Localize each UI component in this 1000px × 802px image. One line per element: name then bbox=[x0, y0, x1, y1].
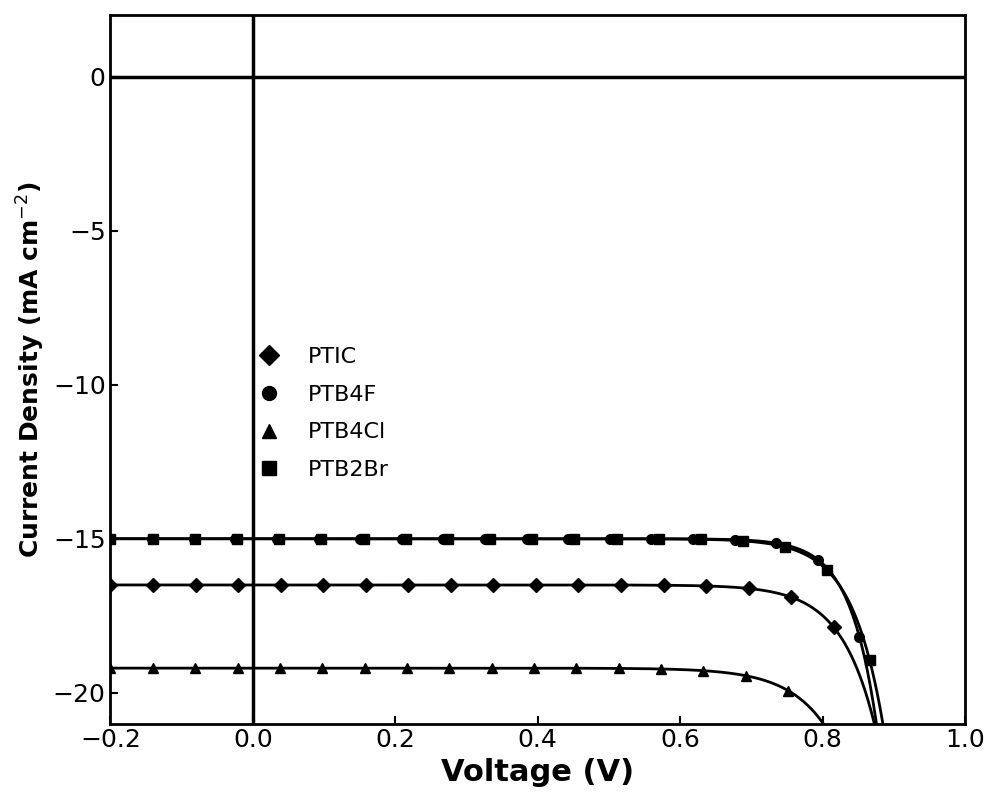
PTIC bbox=[402, 580, 414, 589]
Y-axis label: Current Density (mA cm$^{-2}$): Current Density (mA cm$^{-2}$) bbox=[15, 181, 47, 557]
PTB4Cl bbox=[104, 663, 116, 673]
PTB2Br bbox=[189, 534, 201, 544]
PTB4Cl bbox=[570, 663, 582, 673]
PTB4F bbox=[604, 534, 616, 544]
PTB2Br bbox=[358, 534, 370, 544]
PTIC bbox=[360, 580, 372, 589]
PTB4Cl bbox=[486, 663, 498, 673]
PTB4F bbox=[146, 534, 158, 544]
PTIC bbox=[232, 580, 244, 589]
PTB2Br bbox=[779, 542, 791, 552]
PTB4Cl bbox=[401, 663, 413, 673]
PTB4Cl bbox=[740, 671, 752, 681]
Line: PTIC: PTIC bbox=[106, 580, 924, 802]
PTB4Cl bbox=[147, 663, 159, 673]
PTB2Br bbox=[568, 534, 580, 544]
PTB4F bbox=[562, 534, 574, 544]
PTB4F bbox=[229, 534, 241, 544]
PTB2Br bbox=[147, 534, 159, 544]
PTB4Cl bbox=[697, 666, 709, 675]
Legend: PTIC, PTB4F, PTB4Cl, PTB2Br: PTIC, PTB4F, PTB4Cl, PTB2Br bbox=[233, 338, 398, 489]
PTB4F bbox=[396, 534, 408, 544]
PTB2Br bbox=[695, 534, 707, 544]
PTIC bbox=[104, 580, 116, 589]
PTIC bbox=[190, 580, 202, 589]
PTB4F bbox=[521, 534, 533, 544]
PTB4F bbox=[687, 534, 699, 544]
Line: PTB2Br: PTB2Br bbox=[106, 534, 917, 802]
PTB4Cl bbox=[825, 731, 837, 740]
PTIC bbox=[615, 580, 627, 589]
PTB4F bbox=[812, 555, 824, 565]
PTB2Br bbox=[611, 534, 623, 544]
PTIC bbox=[785, 593, 797, 602]
PTB4F bbox=[271, 534, 283, 544]
PTIC bbox=[870, 727, 882, 736]
PTIC bbox=[828, 622, 840, 632]
X-axis label: Voltage (V): Voltage (V) bbox=[441, 758, 634, 787]
PTIC bbox=[572, 580, 584, 589]
PTB4F bbox=[188, 534, 200, 544]
PTIC bbox=[445, 580, 457, 589]
PTB4F bbox=[853, 632, 865, 642]
PTB4Cl bbox=[316, 663, 328, 673]
PTB4F bbox=[437, 534, 449, 544]
PTB4F bbox=[645, 534, 657, 544]
PTB4Cl bbox=[274, 663, 286, 673]
PTB4F bbox=[104, 534, 116, 544]
PTB4Cl bbox=[359, 663, 371, 673]
PTIC bbox=[530, 580, 542, 589]
PTB4F bbox=[313, 534, 325, 544]
PTB2Br bbox=[231, 534, 243, 544]
PTB2Br bbox=[400, 534, 412, 544]
PTB4Cl bbox=[232, 663, 244, 673]
PTB4Cl bbox=[782, 686, 794, 695]
PTIC bbox=[275, 580, 287, 589]
PTIC bbox=[658, 581, 670, 590]
PTB2Br bbox=[864, 655, 876, 665]
PTIC bbox=[317, 580, 329, 589]
PTB4F bbox=[479, 534, 491, 544]
PTB4Cl bbox=[443, 663, 455, 673]
Line: PTB4F: PTB4F bbox=[106, 534, 906, 802]
PTIC bbox=[487, 580, 499, 589]
PTB4Cl bbox=[528, 663, 540, 673]
PTB2Br bbox=[273, 534, 285, 544]
PTB4Cl bbox=[655, 664, 667, 674]
PTIC bbox=[147, 580, 159, 589]
PTB2Br bbox=[104, 534, 116, 544]
PTB2Br bbox=[442, 534, 454, 544]
PTB2Br bbox=[526, 534, 538, 544]
PTB2Br bbox=[653, 534, 665, 544]
PTB4F bbox=[729, 535, 741, 545]
Line: PTB4Cl: PTB4Cl bbox=[106, 663, 920, 802]
PTB2Br bbox=[315, 534, 327, 544]
PTB4F bbox=[354, 534, 366, 544]
PTB2Br bbox=[737, 536, 749, 545]
PTB2Br bbox=[484, 534, 496, 544]
PTB4Cl bbox=[189, 663, 201, 673]
PTIC bbox=[700, 581, 712, 591]
PTB4Cl bbox=[613, 663, 625, 673]
PTB4F bbox=[770, 538, 782, 548]
PTIC bbox=[743, 584, 755, 593]
PTB2Br bbox=[821, 565, 833, 575]
